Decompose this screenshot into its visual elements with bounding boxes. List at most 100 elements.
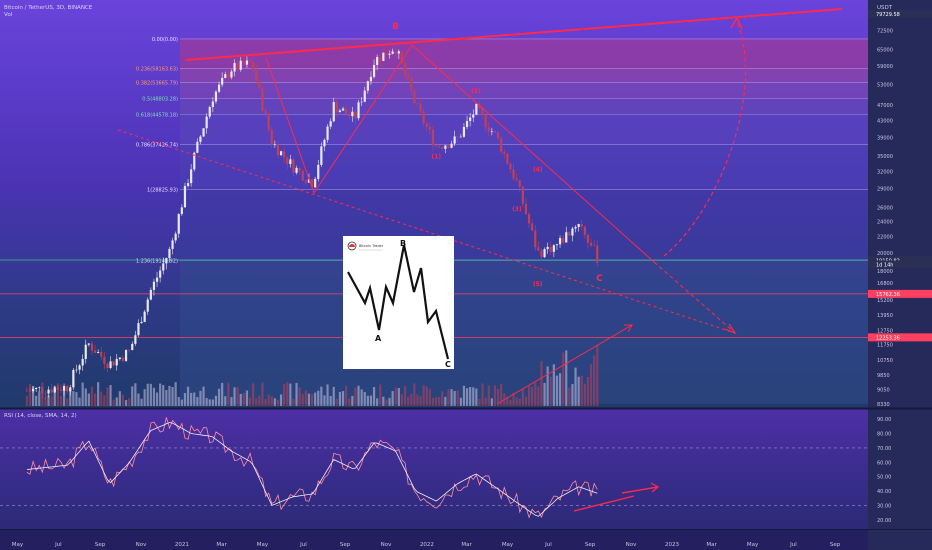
fib-zone — [180, 114, 868, 145]
x-tick-label: Jul — [789, 542, 797, 548]
candle-body — [317, 164, 320, 179]
x-tick-label: Nov — [136, 542, 147, 548]
fib-zone — [180, 189, 868, 261]
volume-bar — [171, 387, 174, 406]
candle-body — [438, 146, 441, 148]
candle-body — [518, 180, 521, 187]
candle-body — [434, 145, 438, 147]
candle-body — [469, 117, 472, 121]
volume-bar — [66, 398, 69, 406]
volume-bar — [159, 383, 162, 406]
volume-bar — [100, 391, 103, 406]
candle-body — [357, 102, 360, 119]
candle-body — [177, 214, 180, 234]
candle-body — [205, 116, 208, 129]
inset-label-a: A — [375, 334, 382, 343]
volume-bar — [134, 383, 137, 406]
volume-bar — [596, 345, 599, 406]
candle-body — [527, 214, 531, 224]
volume-bar — [112, 399, 115, 406]
fib-label: 0.618(44578.18) — [136, 112, 178, 118]
fib-zone — [180, 260, 868, 404]
fib-label: 0.5(48803.28) — [142, 97, 178, 103]
candle-body — [121, 357, 125, 361]
volume-bar — [527, 386, 531, 406]
x-tick-label: May — [747, 542, 759, 548]
volume-bar — [283, 384, 286, 406]
candle-body — [171, 240, 174, 249]
volume-bar — [552, 364, 555, 406]
candle-body — [155, 277, 159, 282]
candle-body — [596, 245, 599, 263]
candle-body — [462, 126, 466, 137]
candle-body — [28, 390, 32, 392]
candle-body — [465, 120, 469, 127]
candle-body — [453, 136, 456, 144]
wave-label: (5) — [533, 281, 543, 288]
candle-body — [326, 126, 329, 140]
candle-body — [38, 387, 41, 389]
volume-bar — [586, 376, 590, 406]
volume-bar — [509, 399, 512, 406]
volume-bar — [93, 393, 97, 406]
arrow-down-icon — [724, 323, 737, 335]
volume-bar — [38, 391, 41, 406]
candle-body — [75, 369, 78, 371]
volume-bar — [168, 385, 171, 406]
price-tick-label: 24000 — [877, 219, 893, 225]
x-tick-label: Nov — [626, 542, 637, 548]
candle-body — [242, 60, 245, 65]
volume-bar — [329, 395, 332, 406]
fib-zones: 0.00(0.00) 0.236(58163.63) 0.382(53665.79)… — [136, 37, 868, 404]
x-tick-label: Mar — [216, 542, 227, 548]
price-tick-label: 72500 — [877, 28, 893, 34]
volume-bar — [149, 383, 152, 406]
volume-bar — [345, 385, 348, 406]
candle-body — [93, 350, 97, 353]
fib-zone — [180, 82, 868, 99]
candle-body — [35, 387, 38, 389]
candle-body — [372, 64, 376, 77]
candle-body — [90, 343, 94, 351]
candle-body — [53, 387, 56, 393]
volume-bar — [69, 388, 72, 406]
candle-body — [345, 108, 348, 114]
volume-bar — [456, 390, 459, 406]
volume-bar — [186, 386, 190, 406]
price-tick-label: 16800 — [877, 281, 893, 287]
wave-abc-lines — [265, 44, 413, 195]
candle-body — [416, 103, 419, 104]
candle-body — [248, 60, 252, 63]
candle-body — [115, 358, 118, 366]
wave-label: (2) — [471, 88, 481, 95]
volume-bar — [183, 392, 187, 406]
projection-up — [663, 21, 747, 257]
price-tick-label: 26000 — [877, 205, 893, 211]
volume-bar — [106, 387, 109, 406]
candle-body — [568, 232, 571, 236]
rsi-tick-label: 80.00 — [877, 432, 891, 438]
candle-body — [41, 387, 44, 394]
abc-pattern-inset: Bitcoin Trader A B C — [343, 236, 454, 369]
candle-body — [168, 248, 171, 259]
price-tick-label: 59000 — [877, 64, 893, 70]
volume-bar — [56, 383, 59, 406]
candle-body — [112, 361, 115, 366]
candle-body — [379, 56, 382, 62]
volume-bar — [565, 350, 568, 406]
candle-body — [273, 144, 276, 145]
rsi-trendline-2 — [621, 486, 659, 494]
volume-bar — [438, 397, 441, 406]
volume-bar — [140, 398, 143, 406]
price-tick-label: 39000 — [877, 135, 893, 141]
volume-bar — [128, 398, 131, 406]
volume-bar — [35, 395, 38, 406]
candle-body — [143, 311, 146, 322]
candle-body — [335, 101, 338, 113]
rsi-tick-label: 70.00 — [877, 446, 891, 452]
volume-bar — [264, 399, 267, 406]
volume-bar — [146, 383, 149, 406]
rsi-pane — [0, 417, 868, 519]
candle-body — [391, 51, 394, 54]
